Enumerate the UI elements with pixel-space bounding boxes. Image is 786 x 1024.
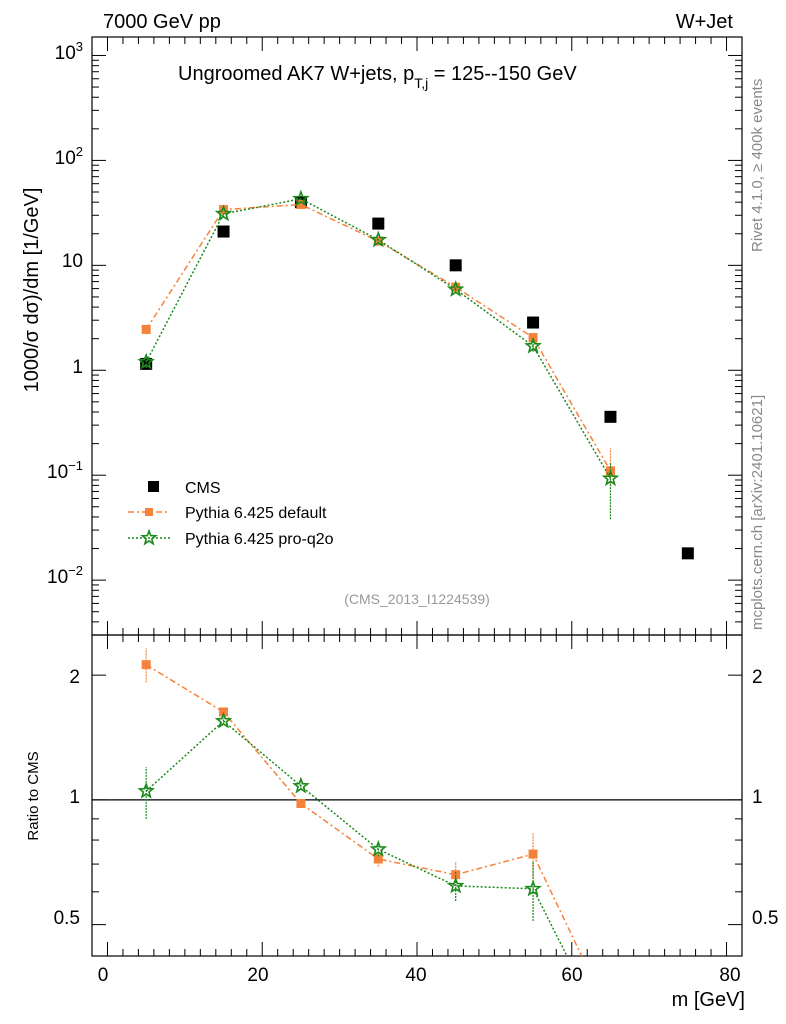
cms-point [217,225,230,238]
default-ratio-point [528,849,538,859]
proq2o-point [601,469,620,487]
ratio-tick-label-0.5-right: 0.5 [752,908,778,929]
cms-point [449,259,462,272]
proq2o-point [369,230,388,248]
x-axis-label: m [GeV] [672,989,745,1011]
x-tick-label-60: 60 [561,965,582,986]
default-ratio-point [373,854,383,864]
proq2o-point [446,280,465,297]
series-layer [137,189,694,1021]
x-tick-label-40: 40 [405,965,426,986]
ratio-y-label: Ratio to CMS [25,751,42,840]
default-ratio-point [451,870,461,880]
legend-marker-cms [148,481,159,492]
default-ratio-point [606,1012,615,1021]
cms-point [604,410,617,423]
rivet-label: Rivet 4.1.0, ≥ 400k events [749,79,766,252]
proq2o-ratio-point [292,776,310,794]
legend-marker-proq2o [140,528,158,546]
header-right: W+Jet [676,11,734,33]
proq2o-point [214,204,233,222]
chart-title: Ungroomed AK7 W+jets, pT,j = 125--150 Ge… [178,63,577,91]
default-point [219,205,229,215]
proq2o-ratio-point [214,711,233,729]
y-tick-label-1000: 103 [55,39,83,64]
legend-label-default: Pythia 6.425 default [185,505,327,522]
proq2o-point [524,336,542,354]
proq2o-point [292,189,310,207]
default-ratio-point [296,799,306,809]
proq2o-ratio-point [369,839,388,857]
default-ratio-point [141,660,151,670]
ratio-tick-label-2-left: 2 [69,667,80,688]
ratio-panel-frame [91,634,743,957]
axis-ticks [92,37,742,956]
ratio-tick-label-1-right: 1 [752,787,763,808]
y-tick-label-0.01: 10−2 [47,563,83,588]
cms-point [681,547,694,560]
proq2o-ratio-point [446,876,465,894]
legend-label-proq2o: Pythia 6.425 pro-q2o [185,531,334,548]
cms-point [372,217,385,230]
cms-point [527,316,540,329]
proq2o-ratio-line [145,720,568,956]
proq2o-ratio-point [524,879,542,897]
default-point [141,324,151,334]
header-left: 7000 GeV pp [103,11,221,33]
legend: CMS Pythia 6.425 default Pythia 6.425 pr… [128,480,334,548]
y-tick-label-1: 1 [72,357,83,378]
proq2o-ratio-point [137,781,155,799]
ratio-tick-label-0.5-left: 0.5 [54,908,80,929]
ratio-tick-label-2-right: 2 [752,667,763,688]
ratio-series-group [137,648,615,1021]
proq2o-point [137,352,155,370]
x-tick-label-20: 20 [247,965,268,986]
y-axis-label: 1000/σ dσ)/dm [1/GeV] [21,188,43,393]
legend-label-cms: CMS [185,480,221,497]
analysis-label: (CMS_2013_I1224539) [344,591,490,607]
ratio-tick-label-1-left: 1 [69,787,80,808]
y-tick-label-0.1: 10−1 [47,458,83,483]
default-point [296,200,306,210]
y-tick-label-100: 102 [55,144,83,169]
x-tick-label-0: 0 [98,965,109,986]
y-tick-label-10: 10 [62,251,83,272]
x-tick-label-80: 80 [719,965,740,986]
mcplots-label: mcplots.cern.ch [arXiv:2401.10621] [749,395,766,630]
legend-marker-default [145,508,153,516]
